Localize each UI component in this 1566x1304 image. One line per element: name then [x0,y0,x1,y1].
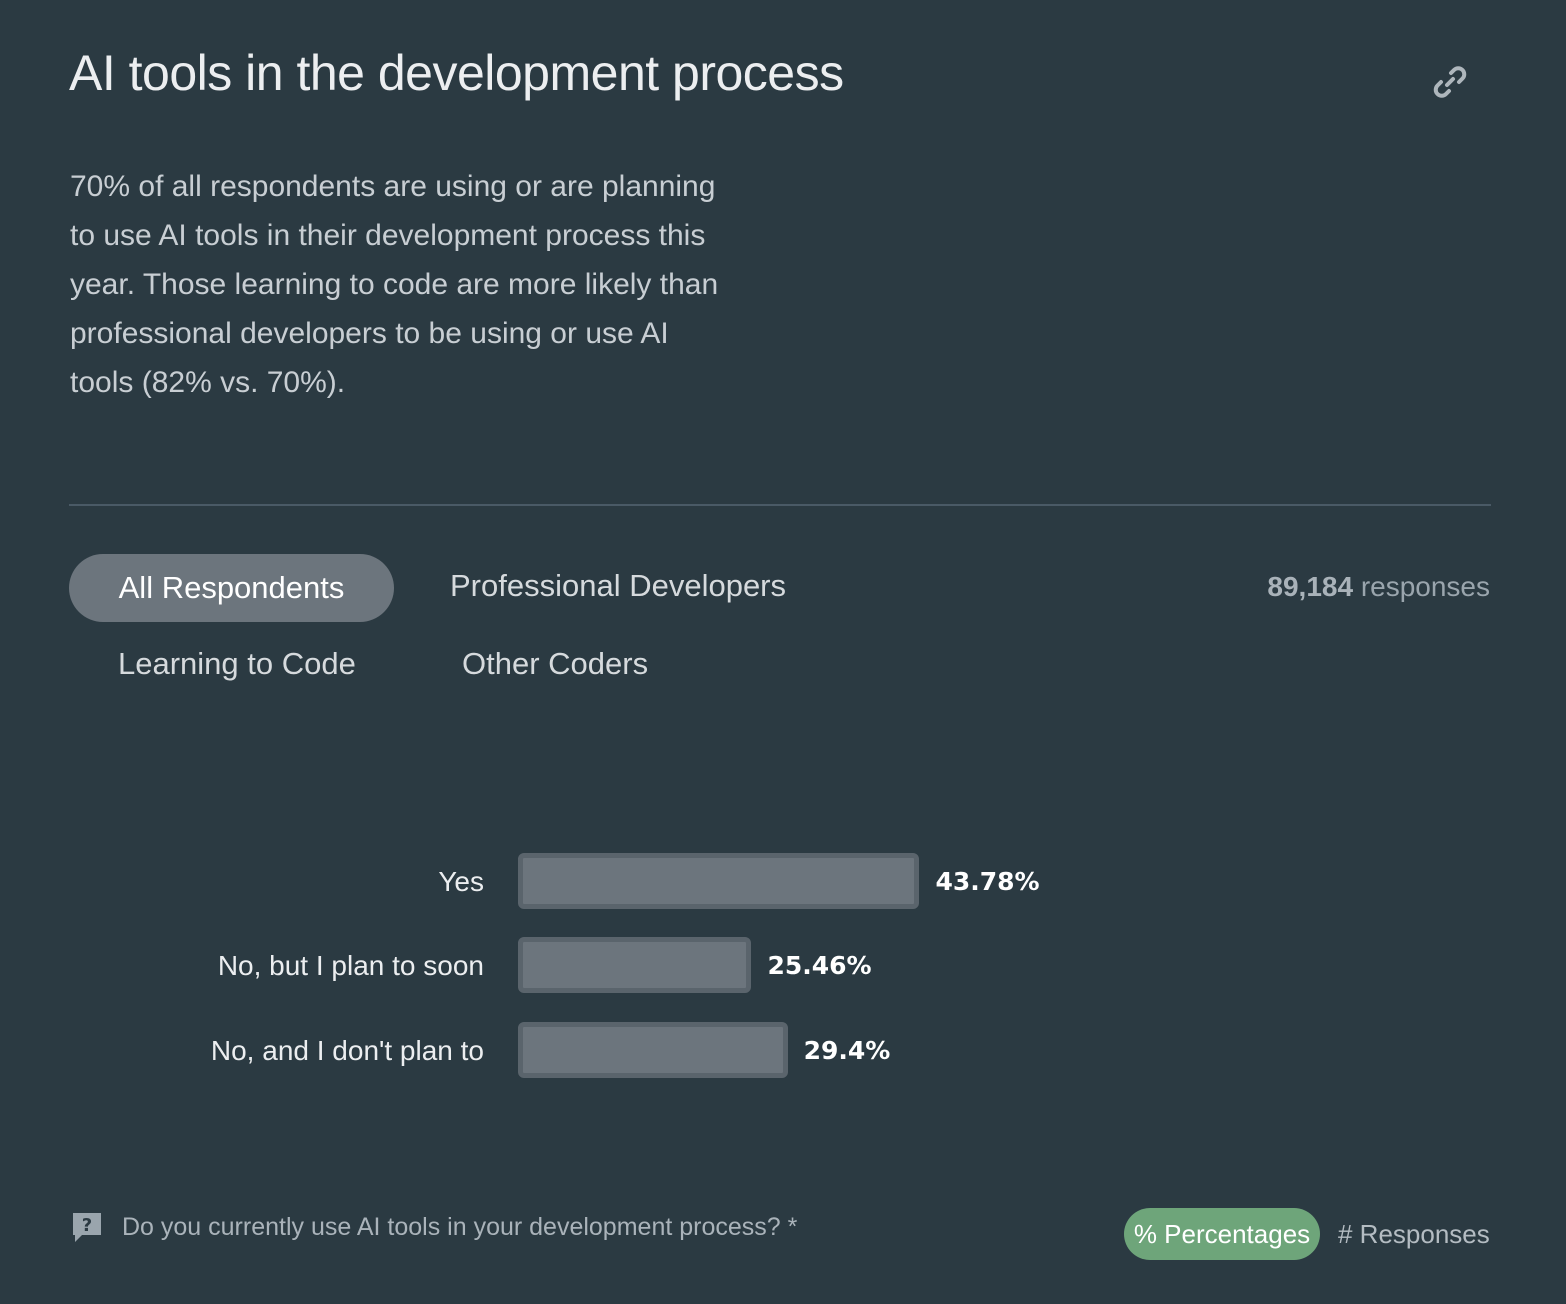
svg-text:?: ? [82,1215,92,1236]
question-text: Do you currently use AI tools in your de… [122,1212,798,1241]
question-footer: ? Do you currently use AI tools in your … [70,1210,797,1244]
responses-number: 89,184 [1267,571,1354,602]
tab-other-coders[interactable]: Other Coders [462,646,649,681]
divider [69,504,1491,506]
bar-value-label: 29.4% [803,1036,891,1065]
responses-count: 89,184 responses [1267,571,1490,603]
percentages-toggle-button[interactable]: % Percentages [1124,1208,1320,1260]
bar [518,1022,788,1078]
bar-label: No, but I plan to soon [217,950,484,981]
bar-label: Yes [438,866,484,897]
responses-label: responses [1360,571,1490,602]
page-title: AI tools in the development process [69,45,844,101]
bar [518,937,752,993]
tab-all-respondents[interactable]: All Respondents [69,554,394,622]
bar-value-label: 43.78% [935,867,1040,896]
question-icon: ? [73,1213,101,1242]
tab-professional-developers[interactable]: Professional Developers [450,568,787,603]
link-icon[interactable] [1430,62,1470,102]
bar-value-label: 25.46% [767,951,872,980]
tab-learning-to-code[interactable]: Learning to Code [118,646,356,681]
description: 70% of all respondents are using or are … [70,170,719,399]
bar-label: No, and I don't plan to [210,1035,484,1066]
bar [518,853,920,909]
responses-toggle-button[interactable]: # Responses [1338,1219,1490,1249]
